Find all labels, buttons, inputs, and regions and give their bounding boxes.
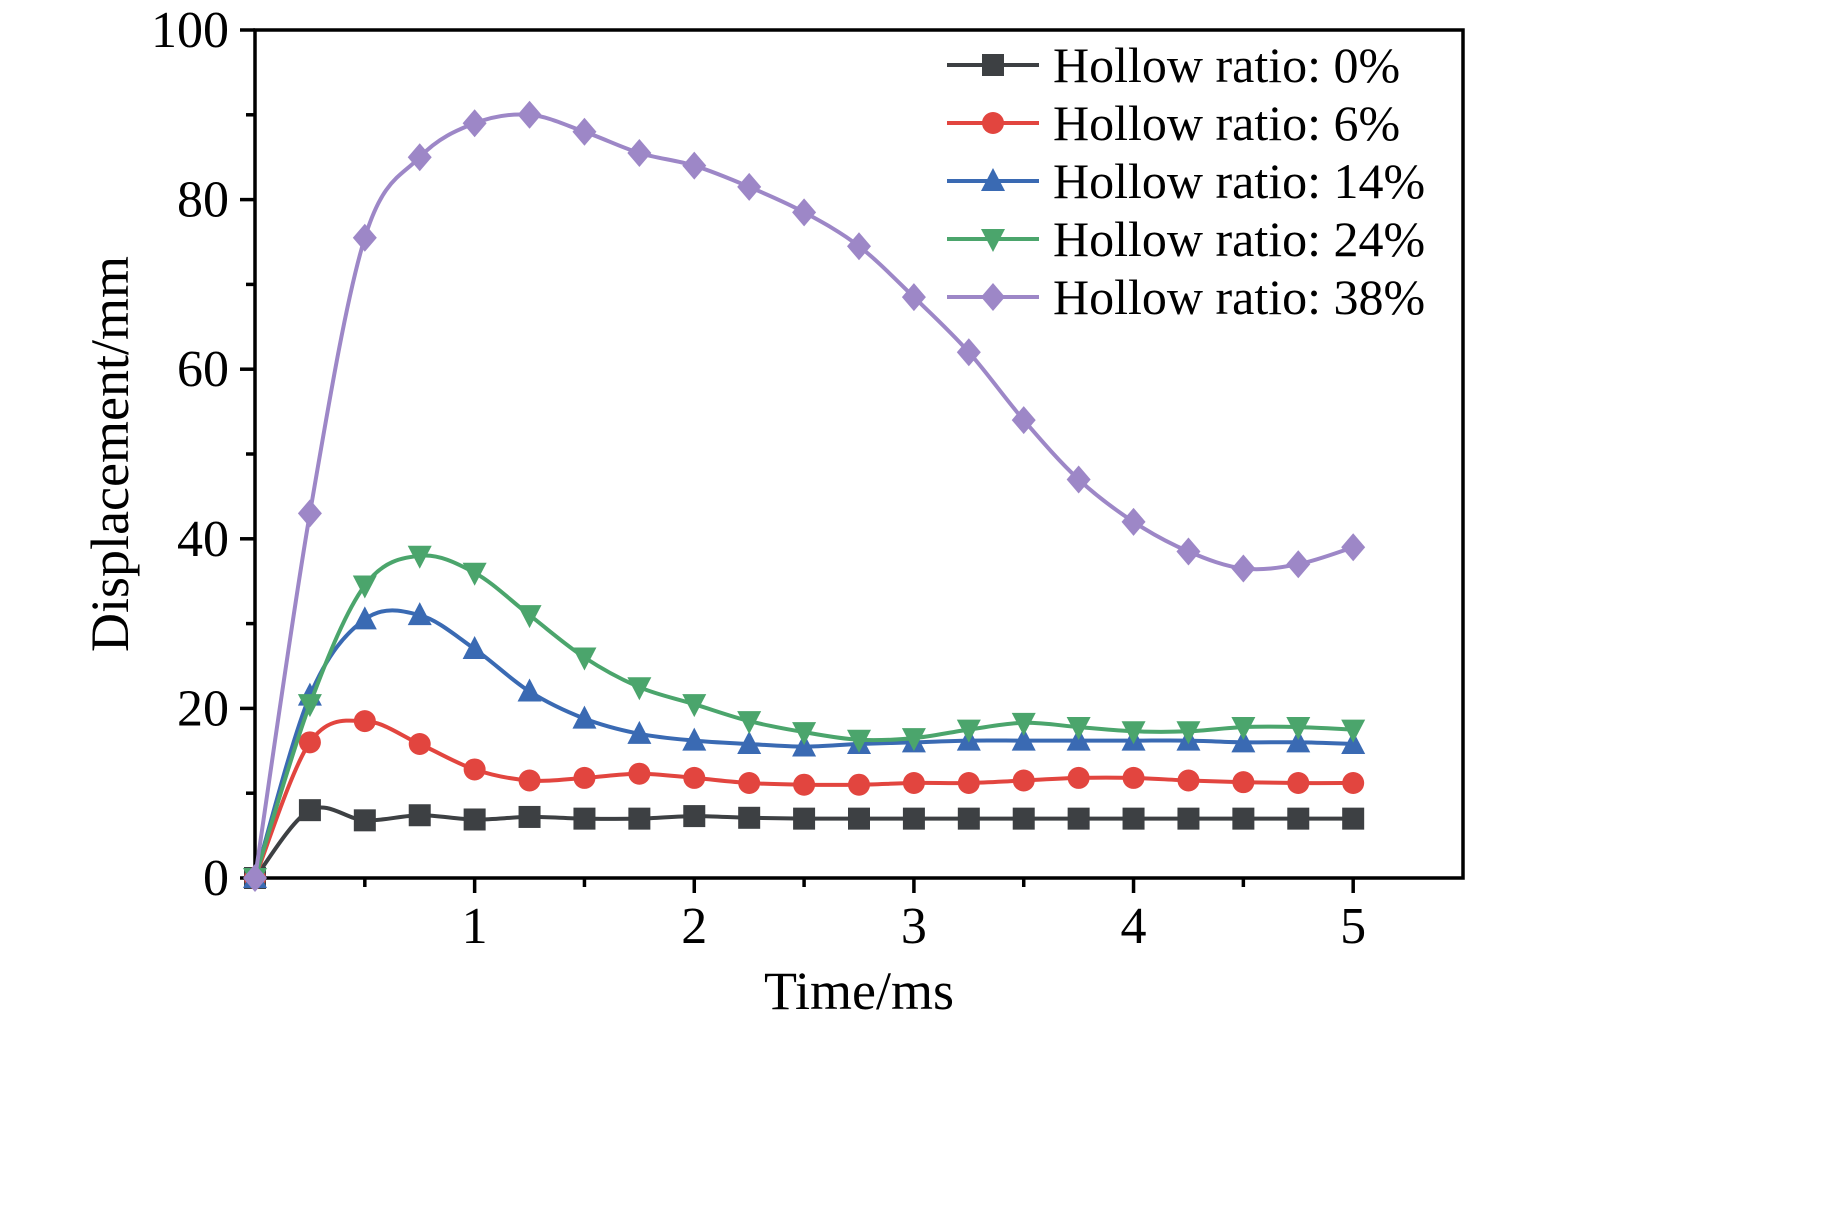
series-1-markers	[244, 710, 1365, 889]
legend-entry-3: Hollow ratio: 24%	[945, 210, 1425, 268]
x-tick-label: 3	[901, 898, 927, 955]
x-tick-label: 5	[1340, 898, 1366, 955]
x-tick-label: 2	[681, 898, 707, 955]
y-axis-label: Displacement/mm	[80, 256, 140, 652]
y-tick-label: 100	[151, 2, 229, 59]
legend-entry-0: Hollow ratio: 0%	[945, 36, 1425, 94]
series-4	[243, 100, 1366, 892]
legend-marker-square-icon	[947, 54, 1039, 76]
legend-label: Hollow ratio: 6%	[1053, 95, 1401, 151]
legend-marker-diamond-icon	[947, 283, 1039, 311]
legend-entry-4: Hollow ratio: 38%	[945, 268, 1425, 326]
legend-label: Hollow ratio: 14%	[1053, 153, 1426, 209]
x-tick-label: 1	[462, 898, 488, 955]
legend-entry-1: Hollow ratio: 6%	[945, 94, 1425, 152]
legend: Hollow ratio: 0% Hollow ratio: 6% Hollow r…	[945, 36, 1425, 326]
y-tick-label: 80	[177, 172, 229, 229]
y-tick-label: 0	[203, 850, 229, 907]
legend-marker-triangle-down-icon	[947, 229, 1039, 252]
legend-label: Hollow ratio: 38%	[1053, 269, 1426, 325]
series-0	[244, 799, 1365, 889]
y-tick-label: 40	[177, 511, 229, 568]
legend-marker-circle-icon	[947, 112, 1039, 134]
series-3-markers	[243, 545, 1366, 891]
series-1	[244, 710, 1365, 889]
y-tick-label: 20	[177, 680, 229, 737]
series-4-markers	[243, 100, 1366, 892]
legend-entry-2: Hollow ratio: 14%	[945, 152, 1425, 210]
legend-label: Hollow ratio: 24%	[1053, 211, 1426, 267]
legend-marker-triangle-up-icon	[947, 168, 1039, 191]
tick-labels: 1 2 3 4 5 0 20 40 60 80 100	[151, 2, 1366, 955]
series-3	[243, 545, 1366, 891]
x-axis-label: Time/ms	[763, 961, 955, 1021]
axis-ticks	[240, 28, 1355, 893]
series-0-markers	[244, 799, 1365, 889]
y-tick-label: 60	[177, 341, 229, 398]
x-tick-label: 4	[1121, 898, 1147, 955]
legend-label: Hollow ratio: 0%	[1053, 37, 1401, 93]
